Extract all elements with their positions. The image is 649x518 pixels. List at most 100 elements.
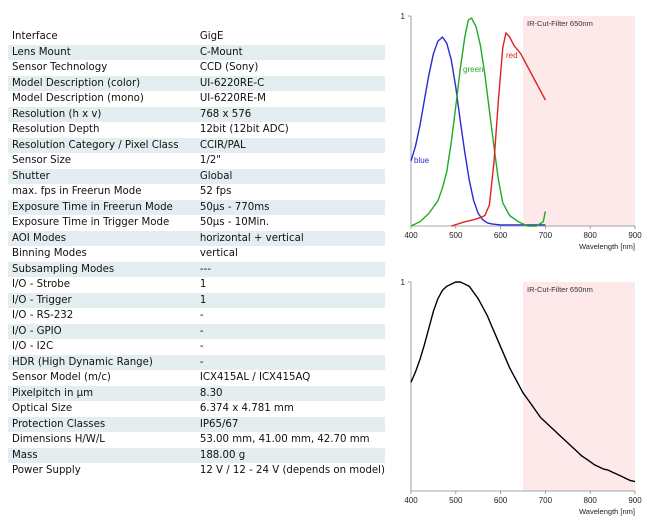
spec-row: Resolution Depth 12bit (12bit ADC) [8,122,385,138]
spec-label: Power Supply [12,465,81,476]
spec-label: I/O - Strobe [12,279,71,290]
spec-label: Shutter [12,170,50,182]
spec-label: I/O - RS-232 [12,310,74,321]
spec-value: C-Mount [199,46,243,58]
spec-value: UI-6220RE-C [199,77,265,89]
spec-value: UI-6220RE-M [199,93,266,104]
chart2-x-tick-label: 500 [449,496,463,505]
spec-row: I/O - GPIO - [8,323,385,339]
spec-value: vertical [199,248,238,259]
chart2-ir-label: IR-Cut-Filter 650nm [527,285,593,294]
spec-label: Resolution Depth [12,124,100,135]
chart1-series-line [410,17,547,227]
spec-label: Exposure Time in Trigger Mode [12,217,170,228]
spec-label: I/O - Trigger [12,294,72,306]
spec-row: Dimensions H/W/L 53.00 mm, 41.00 mm, 42.7… [8,432,385,448]
spec-value: horizontal + vertical [199,232,304,244]
spec-value: 53.00 mm, 41.00 mm, 42.70 mm [199,434,370,445]
chart1-x-axis-label: Wavelength [nm] [579,242,635,251]
chart2-ir-region [523,282,635,491]
chart2-x-axis-label: Wavelength [nm] [579,507,635,516]
spec-value: 50µs - 10Min. [199,217,270,228]
spec-row: Subsampling Modes --- [8,261,385,277]
chart1-x-tick-label: 900 [628,231,642,240]
spec-value: 8.30 [199,387,223,399]
spec-label: I/O - I2C [12,341,54,352]
spec-label: Interface [12,31,58,42]
spec-value: 1 [199,294,207,306]
spec-label: Protection Classes [12,418,106,430]
chart2-series-line [410,281,636,483]
spec-row: Lens Mount C-Mount [8,44,385,60]
spec-value: 1/2" [199,155,221,166]
spec-label: Subsampling Modes [12,263,115,275]
chart1-x-tick-label: 400 [404,231,418,240]
chart2-y-tick-label: 1 [401,278,406,287]
chart2-x-tick-label: 800 [584,496,598,505]
spec-value: 768 x 576 [199,108,252,120]
spec-value: GigE [199,31,224,42]
spec-row: I/O - Strobe 1 [8,277,385,293]
spec-label: I/O - GPIO [12,325,62,337]
spec-row: I/O - RS-232 - [8,308,385,324]
chart1-series-line [410,36,546,226]
chart1-y-tick-label: 1 [401,12,406,21]
spec-label: Pixelpitch in µm [12,387,94,399]
spec-value: 6.374 x 4.781 mm [199,403,294,414]
spec-value: 12bit (12bit ADC) [199,124,289,135]
spec-label: Resolution (h x v) [12,108,102,120]
chart1-series-label: red [506,51,518,60]
spec-label: Optical Size [12,403,73,414]
spec-label: Sensor Model (m/c) [12,372,111,383]
spec-value: 12 V / 12 - 24 V (depends on model) [199,465,385,476]
spec-row: Pixelpitch in µm 8.30 [8,385,385,401]
spec-row: Protection Classes IP65/67 [8,416,385,432]
spec-label: Mass [12,449,38,461]
spec-row: I/O - I2C - [8,339,385,355]
spec-row: Resolution Category / Pixel Class CCIR/PA… [8,137,385,153]
chart1-x-tick-label: 500 [449,231,463,240]
spec-value: 1 [199,279,207,290]
spec-row: Model Description (mono) UI-6220RE-M [8,91,385,107]
chart1-x-tick-label: 700 [539,231,553,240]
spec-row: Shutter Global [8,168,385,184]
spec-label: Resolution Category / Pixel Class [12,139,179,151]
spec-row: Binning Modes vertical [8,246,385,262]
spec-label: Lens Mount [12,46,71,58]
spec-row: Power Supply 12 V / 12 - 24 V (depends on… [8,463,385,479]
spec-label: Model Description (mono) [12,93,144,104]
spec-row: I/O - Trigger 1 [8,292,385,308]
spec-label: Binning Modes [12,248,87,259]
spec-value: 52 fps [199,186,232,197]
chart2-x-tick-label: 900 [628,496,642,505]
spec-value: - [199,325,204,337]
chart1-ir-label: IR-Cut-Filter 650nm [527,19,593,28]
spec-row: Interface GigE [8,29,385,45]
spec-table: Interface GigE Lens Mount C-Mount Sensor Tec… [8,29,385,479]
spec-value: 50µs - 770ms [199,201,270,213]
spec-row: Exposure Time in Trigger Mode 50µs - 10Mi… [8,215,385,231]
chart2-x-tick-label: 600 [494,496,508,505]
spec-label: Model Description (color) [12,77,141,89]
spec-value: - [199,310,204,321]
chart1-ir-region [523,16,635,226]
spec-label: Sensor Size [12,155,72,166]
spec-value: CCIR/PAL [199,139,246,151]
spec-label: Exposure Time in Freerun Mode [12,201,173,213]
spec-value: 188.00 g [199,449,246,461]
spec-value: --- [199,263,211,275]
chart1-x-tick-label: 800 [584,231,598,240]
spec-row: HDR (High Dynamic Range) - [8,354,385,370]
spec-row: Optical Size 6.374 x 4.781 mm [8,401,385,417]
spec-value: Global [199,170,233,182]
chart1-x-tick-label: 600 [494,231,508,240]
chart1-series-line [451,32,547,227]
spec-label: max. fps in Freerun Mode [12,186,142,197]
spec-label: HDR (High Dynamic Range) [12,356,153,368]
chart2-x-tick-label: 400 [404,496,418,505]
spec-row: Sensor Technology CCD (Sony) [8,60,385,76]
spec-value: CCD (Sony) [199,62,259,73]
spec-row: Mass 188.00 g [8,447,385,463]
spec-label: Sensor Technology [12,62,108,73]
